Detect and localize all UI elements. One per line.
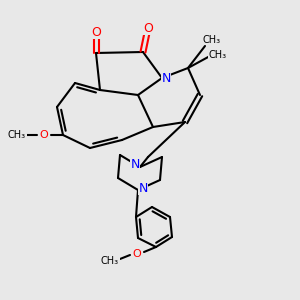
Text: CH₃: CH₃ <box>203 35 221 45</box>
Text: O: O <box>143 22 153 34</box>
Text: O: O <box>91 26 101 38</box>
Text: CH₃: CH₃ <box>101 256 119 266</box>
Text: CH₃: CH₃ <box>8 130 26 140</box>
Text: N: N <box>138 182 148 194</box>
Text: O: O <box>40 130 48 140</box>
Text: O: O <box>133 249 141 259</box>
Text: N: N <box>130 158 140 172</box>
Text: N: N <box>161 71 171 85</box>
Text: CH₃: CH₃ <box>209 50 227 60</box>
